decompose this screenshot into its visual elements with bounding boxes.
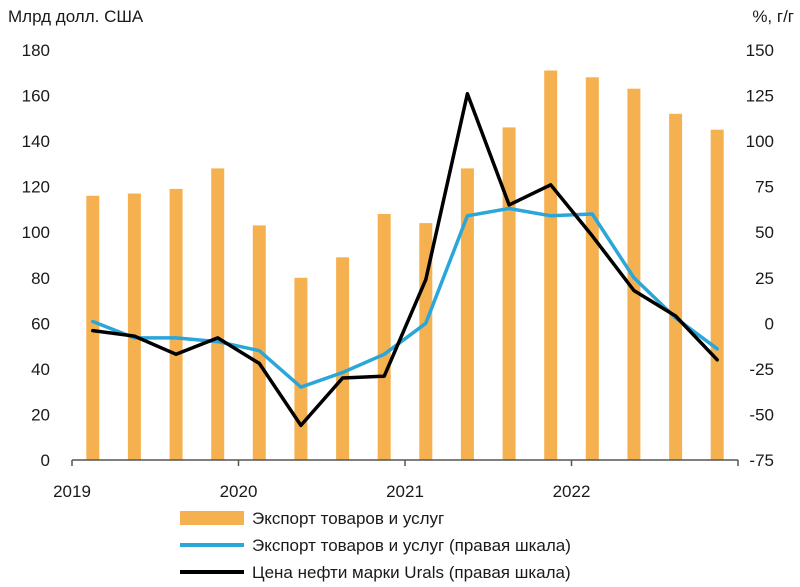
right-tick-label: 150: [746, 41, 774, 60]
bar: [419, 223, 433, 460]
left-tick-label: 0: [41, 451, 50, 470]
right-tick-label: 75: [755, 178, 774, 197]
x-tick-label: 2020: [220, 482, 258, 501]
left-tick-label: 80: [31, 269, 50, 288]
right-tick-label: 50: [755, 223, 774, 242]
left-tick-label: 100: [22, 223, 50, 242]
left-tick-label: 20: [31, 405, 50, 424]
bar: [585, 77, 599, 461]
x-tick-label: 2019: [53, 482, 91, 501]
x-tick-label: 2021: [386, 482, 424, 501]
bar: [86, 195, 100, 461]
legend-label: Экспорт товаров и услуг (правая шкала): [252, 536, 571, 555]
legend-label: Цена нефти марки Urals (правая шкала): [252, 563, 571, 582]
left-axis-title: Млрд долл. США: [8, 7, 144, 26]
right-tick-label: -75: [749, 451, 774, 470]
legend-label: Экспорт товаров и услуг: [252, 509, 444, 528]
left-tick-label: 160: [22, 87, 50, 106]
series-line: [91, 206, 719, 389]
right-tick-label: 125: [746, 87, 774, 106]
bar-series: [86, 70, 724, 461]
left-tick-label: 120: [22, 178, 50, 197]
legend-swatch-bar: [180, 511, 244, 525]
left-tick-label: 40: [31, 360, 50, 379]
bar: [502, 127, 516, 461]
bar: [127, 193, 141, 460]
bar: [169, 188, 183, 460]
series-line: [91, 91, 719, 428]
right-tick-label: 25: [755, 269, 774, 288]
right-tick-label: 100: [746, 132, 774, 151]
right-tick-label: -25: [749, 360, 774, 379]
axes: 0 20 40 60 80 100 120 140 160 180 -75 -50 -25 0 25 50 75…: [22, 41, 774, 501]
x-tick-label: 2022: [553, 482, 591, 501]
bar: [336, 257, 350, 460]
right-axis-title: %, г/г: [752, 7, 794, 26]
right-tick-label: -50: [749, 405, 774, 424]
bar: [377, 214, 391, 460]
right-tick-label: 0: [765, 314, 774, 333]
bar: [211, 168, 225, 460]
left-tick-label: 60: [31, 314, 50, 333]
bar: [294, 277, 308, 460]
legend: Экспорт товаров и услуг Экспорт товаров и…: [180, 509, 571, 582]
bar: [544, 70, 558, 460]
bar: [710, 129, 724, 460]
line-series: [91, 91, 719, 428]
left-tick-label: 180: [22, 41, 50, 60]
bar: [460, 168, 474, 460]
bar: [252, 225, 266, 460]
bar: [627, 88, 641, 460]
left-tick-label: 140: [22, 132, 50, 151]
bar: [669, 113, 683, 461]
